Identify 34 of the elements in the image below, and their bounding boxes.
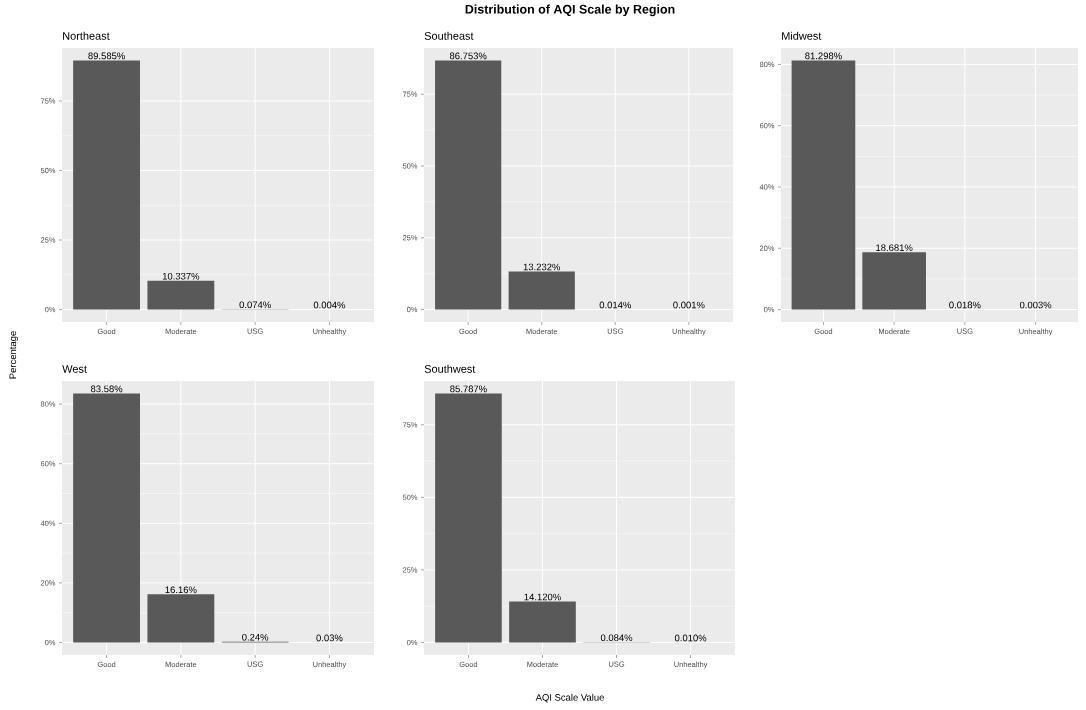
data-label: 86.753%	[449, 52, 487, 60]
data-label: 0.001%	[673, 301, 705, 309]
bar	[147, 280, 215, 310]
data-label: 13.232%	[523, 263, 561, 271]
chart-title: Southwest	[424, 364, 476, 373]
chart-title: Southeast	[424, 31, 474, 40]
chart-title: Northeast	[63, 31, 110, 40]
data-label: 85.787%	[450, 385, 487, 393]
text: Percentage	[9, 331, 19, 379]
data-label: 83.58%	[90, 385, 123, 393]
text: Distribution of AQI Scale by Region	[465, 4, 675, 17]
text: AQI Scale Value	[535, 693, 604, 703]
data-label: 10.337%	[162, 272, 200, 280]
data-label: 0.084%	[600, 634, 633, 642]
chart-title: Midwest	[782, 31, 822, 40]
bar	[73, 393, 141, 643]
bar	[509, 601, 576, 643]
data-label: 0.004%	[313, 301, 346, 309]
data-label: 0.03%	[316, 634, 343, 642]
bar	[435, 393, 502, 643]
bar	[147, 594, 215, 643]
data-label: 14.120%	[524, 593, 561, 601]
data-label: 0.074%	[239, 301, 271, 309]
data-label: 16.16%	[165, 586, 197, 594]
data-label: 0.014%	[599, 301, 631, 309]
data-label: 0.010%	[674, 634, 707, 642]
data-label: 18.681%	[876, 244, 913, 252]
data-label: 81.298%	[805, 52, 842, 60]
data-label: 0.018%	[949, 301, 981, 309]
chart-title: West	[62, 365, 87, 373]
data-label: 0.003%	[1019, 301, 1052, 309]
data-label: 89.585%	[88, 52, 125, 60]
data-label: 0.24%	[242, 633, 269, 641]
bar	[73, 60, 141, 310]
